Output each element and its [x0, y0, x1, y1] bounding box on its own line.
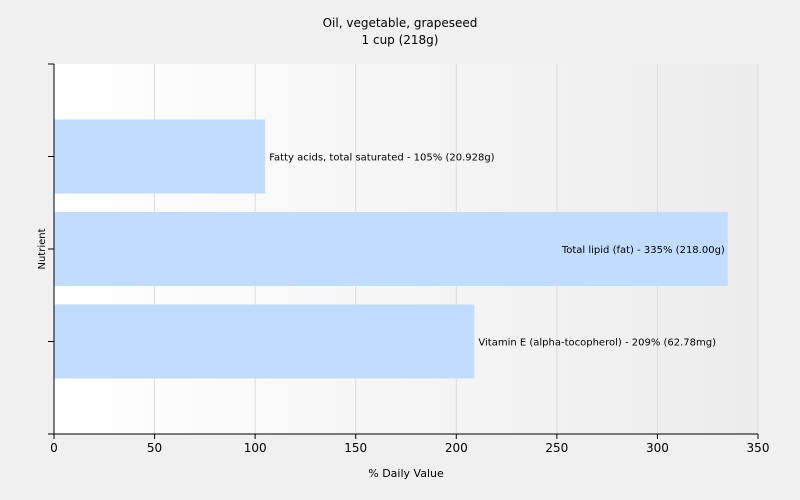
x-tick-label: 300: [646, 441, 669, 455]
x-tick-label: 100: [244, 441, 267, 455]
chart-subtitle: 1 cup (218g): [361, 33, 439, 47]
x-axis-title: % Daily Value: [368, 467, 444, 480]
x-tick-label: 50: [147, 441, 162, 455]
bar: [54, 119, 266, 194]
x-tick-label: 200: [445, 441, 468, 455]
data-label: Fatty acids, total saturated - 105% (20.…: [269, 153, 494, 164]
x-tick-label: 250: [545, 441, 568, 455]
data-label: Vitamin E (alpha-tocopherol) - 209% (62.…: [478, 338, 716, 349]
data-label: Total lipid (fat) - 335% (218.00g): [561, 245, 725, 256]
x-tick-label: 0: [50, 441, 58, 455]
chart-title: Oil, vegetable, grapeseed: [322, 16, 478, 30]
bar: [54, 304, 475, 379]
bar: [54, 212, 728, 286]
x-tick-label: 150: [344, 441, 367, 455]
y-axis-title: Nutrient: [37, 228, 48, 269]
x-tick-label: 350: [747, 441, 770, 455]
